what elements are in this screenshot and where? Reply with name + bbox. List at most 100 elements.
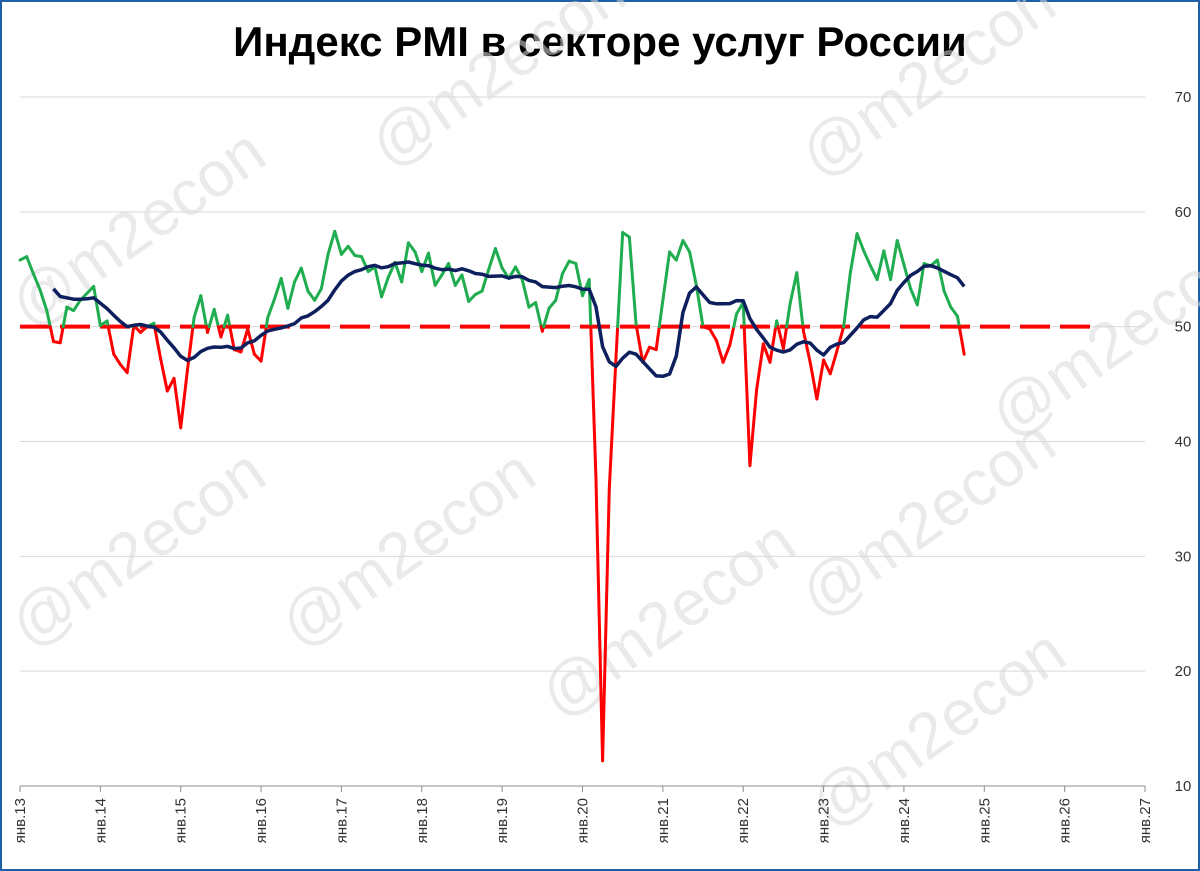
pmi-segment-below — [594, 474, 605, 763]
pmi-segment-above — [191, 315, 196, 329]
pmi-segment-above — [942, 289, 953, 309]
pmi-segment-above — [326, 229, 337, 256]
pmi-segment-above — [732, 312, 739, 329]
pmi-segment-above — [45, 309, 52, 329]
x-tick-label: янв.22 — [735, 798, 752, 843]
x-tick-label: янв.19 — [494, 798, 511, 843]
x-tick-label: янв.25 — [976, 798, 993, 843]
pmi-segment-above — [534, 301, 543, 329]
pmi-segment-above — [373, 265, 384, 299]
watermark-text: @m2econ — [977, 225, 1200, 452]
pmi-segment-above — [25, 255, 35, 276]
chart-title: Индекс PMI в секторе услуг России — [233, 18, 967, 65]
pmi-segment-below — [172, 376, 183, 430]
pmi-segment-above — [862, 249, 872, 268]
x-tick-label: янв.18 — [414, 798, 431, 843]
pmi-segment-above — [882, 249, 893, 282]
pmi-segment-below — [815, 358, 826, 401]
pmi-segment-above — [694, 283, 705, 329]
pmi-segment-below — [768, 325, 778, 364]
pmi-segment-above — [264, 315, 270, 329]
x-tick-label: янв.27 — [1137, 798, 1154, 843]
pmi-segment-above — [413, 250, 424, 274]
pmi-segment-above — [420, 251, 430, 274]
pmi-segment-above — [272, 276, 283, 301]
pmi-segment-above — [661, 250, 672, 302]
pmi-segment-above — [426, 251, 437, 287]
pmi-segment-above — [587, 278, 593, 329]
x-tick-label: янв.15 — [173, 798, 190, 843]
pmi-segment-below — [185, 325, 195, 372]
watermark-text: @m2econ — [0, 435, 278, 662]
pmi-segment-above — [547, 298, 558, 310]
pmi-segment-above — [192, 294, 203, 319]
pmi-segment-above — [627, 235, 638, 326]
pmi-segment-above — [848, 232, 859, 275]
pmi-segment-below — [728, 325, 736, 347]
pmi-segment-above — [741, 301, 746, 329]
pmi-segment-below — [125, 325, 136, 375]
pmi-segment-below — [153, 325, 163, 361]
pmi-segment-above — [657, 298, 665, 329]
pmi-segment-above — [212, 307, 220, 329]
pmi-segment-above — [92, 284, 102, 328]
watermark-text: @m2econ — [267, 435, 548, 662]
pmi-segment-above — [460, 273, 471, 303]
pmi-segment-above — [616, 231, 625, 329]
pmi-segment-above — [339, 244, 350, 256]
pmi-segment-below — [219, 325, 226, 339]
pmi-segment-above — [38, 288, 49, 313]
pmi-segment-below — [755, 342, 765, 392]
pmi-segment-above — [788, 271, 799, 306]
x-tick-label: янв.20 — [575, 798, 592, 843]
pmi-segment-above — [306, 289, 317, 302]
pmi-segment-below — [957, 325, 966, 356]
pmi-segment-above — [889, 239, 899, 282]
y-tick-label: 30 — [1175, 548, 1192, 565]
pmi-segment-below — [708, 327, 718, 342]
pmi-segment-above — [909, 287, 919, 307]
pmi-segment-above — [199, 294, 208, 329]
pmi-segment-below — [607, 356, 618, 491]
moving-average-line — [52, 260, 966, 379]
pmi-segment-above — [299, 266, 310, 293]
y-tick-label: 40 — [1175, 434, 1192, 451]
pmi-segment-above — [393, 260, 404, 284]
pmi-segment-below — [228, 325, 236, 352]
pmi-segment-below — [822, 358, 832, 376]
pmi-segment-below — [601, 487, 611, 763]
pmi-segment-above — [956, 314, 961, 329]
x-tick-label: янв.13 — [12, 798, 29, 843]
pmi-segment-above — [346, 244, 357, 257]
pmi-segment-below — [808, 360, 819, 401]
x-tick-label: янв.16 — [253, 798, 270, 843]
pmi-segment-below — [801, 329, 812, 364]
pmi-segment-above — [520, 278, 531, 309]
x-tick-label: янв.14 — [92, 798, 109, 843]
x-tick-label: янв.23 — [816, 798, 833, 843]
pmi-segment-above — [949, 305, 959, 318]
pmi-segment-below — [742, 325, 752, 468]
pmi-segment-above — [453, 273, 464, 287]
pmi-segment-below — [781, 325, 789, 350]
watermark-text: @m2econ — [0, 115, 278, 342]
pmi-segment-above — [333, 229, 343, 256]
pmi-segment-above — [319, 252, 330, 291]
y-tick-label: 70 — [1175, 89, 1192, 106]
pmi-segment-below — [159, 357, 169, 393]
x-tick-label: янв.21 — [655, 798, 672, 843]
pmi-segment-above — [61, 305, 69, 329]
pmi-segment-above — [895, 239, 906, 267]
pmi-segment-below — [634, 325, 645, 364]
pmi-segment-below — [714, 338, 725, 364]
pmi-segment-above — [842, 271, 852, 329]
pmi-segment-above — [487, 247, 497, 271]
pmi-segment-above — [313, 287, 323, 302]
pmi-segment-above — [785, 302, 792, 329]
pmi-segment-below — [112, 352, 122, 367]
pmi-segment-above — [542, 306, 551, 329]
pmi-segment-above — [433, 273, 444, 287]
y-tick-label: 10 — [1175, 778, 1192, 795]
pmi-segment-above — [915, 262, 926, 307]
